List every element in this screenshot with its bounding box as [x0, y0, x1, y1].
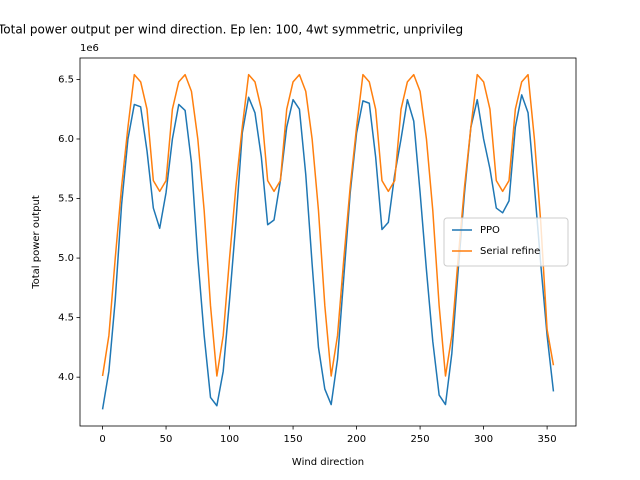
- x-tick-label: 200: [347, 434, 366, 445]
- y-tick-label: 5.5: [58, 194, 74, 205]
- legend-label: Serial refine: [480, 246, 540, 257]
- y-offset-label: 1e6: [80, 43, 99, 54]
- y-tick-label: 5.0: [58, 253, 74, 264]
- y-tick-label: 6.0: [58, 134, 74, 145]
- x-tick-label: 300: [474, 434, 493, 445]
- chart-title: Total power output per wind direction. E…: [0, 23, 463, 37]
- x-axis-label: Wind direction: [292, 457, 364, 468]
- legend-box: [443, 217, 569, 267]
- series-line: [101, 73, 555, 377]
- plot-frame: [79, 57, 577, 427]
- y-axis-label: Total power output: [31, 195, 42, 290]
- x-tick-label: 0: [99, 434, 105, 445]
- x-tick-label: 250: [411, 434, 430, 445]
- legend-label: PPO: [480, 225, 500, 236]
- legend: PPO Serial refine: [443, 217, 569, 267]
- x-tick-label: 350: [538, 434, 557, 445]
- series-line: [101, 94, 555, 410]
- y-tick-label: 6.5: [58, 74, 74, 85]
- x-tick-label: 50: [160, 434, 173, 445]
- x-tick-label: 150: [284, 434, 303, 445]
- y-tick-label: 4.5: [58, 313, 74, 324]
- x-tick-label: 100: [220, 434, 239, 445]
- y-tick-label: 4.0: [58, 372, 74, 383]
